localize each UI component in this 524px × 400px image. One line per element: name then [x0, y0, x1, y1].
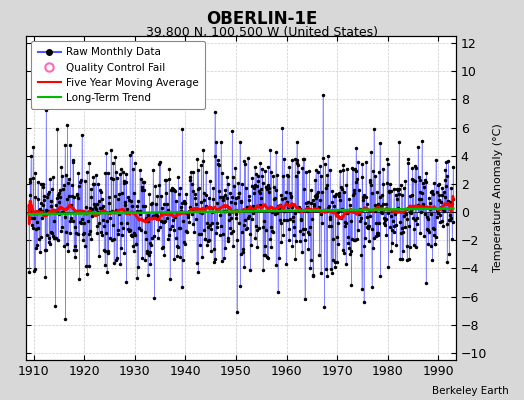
Text: OBERLIN-1E: OBERLIN-1E — [206, 10, 318, 28]
Y-axis label: Temperature Anomaly (°C): Temperature Anomaly (°C) — [493, 124, 503, 272]
Text: Berkeley Earth: Berkeley Earth — [432, 386, 508, 396]
Text: 39.800 N, 100.500 W (United States): 39.800 N, 100.500 W (United States) — [146, 26, 378, 39]
Legend: Raw Monthly Data, Quality Control Fail, Five Year Moving Average, Long-Term Tren: Raw Monthly Data, Quality Control Fail, … — [31, 41, 205, 109]
